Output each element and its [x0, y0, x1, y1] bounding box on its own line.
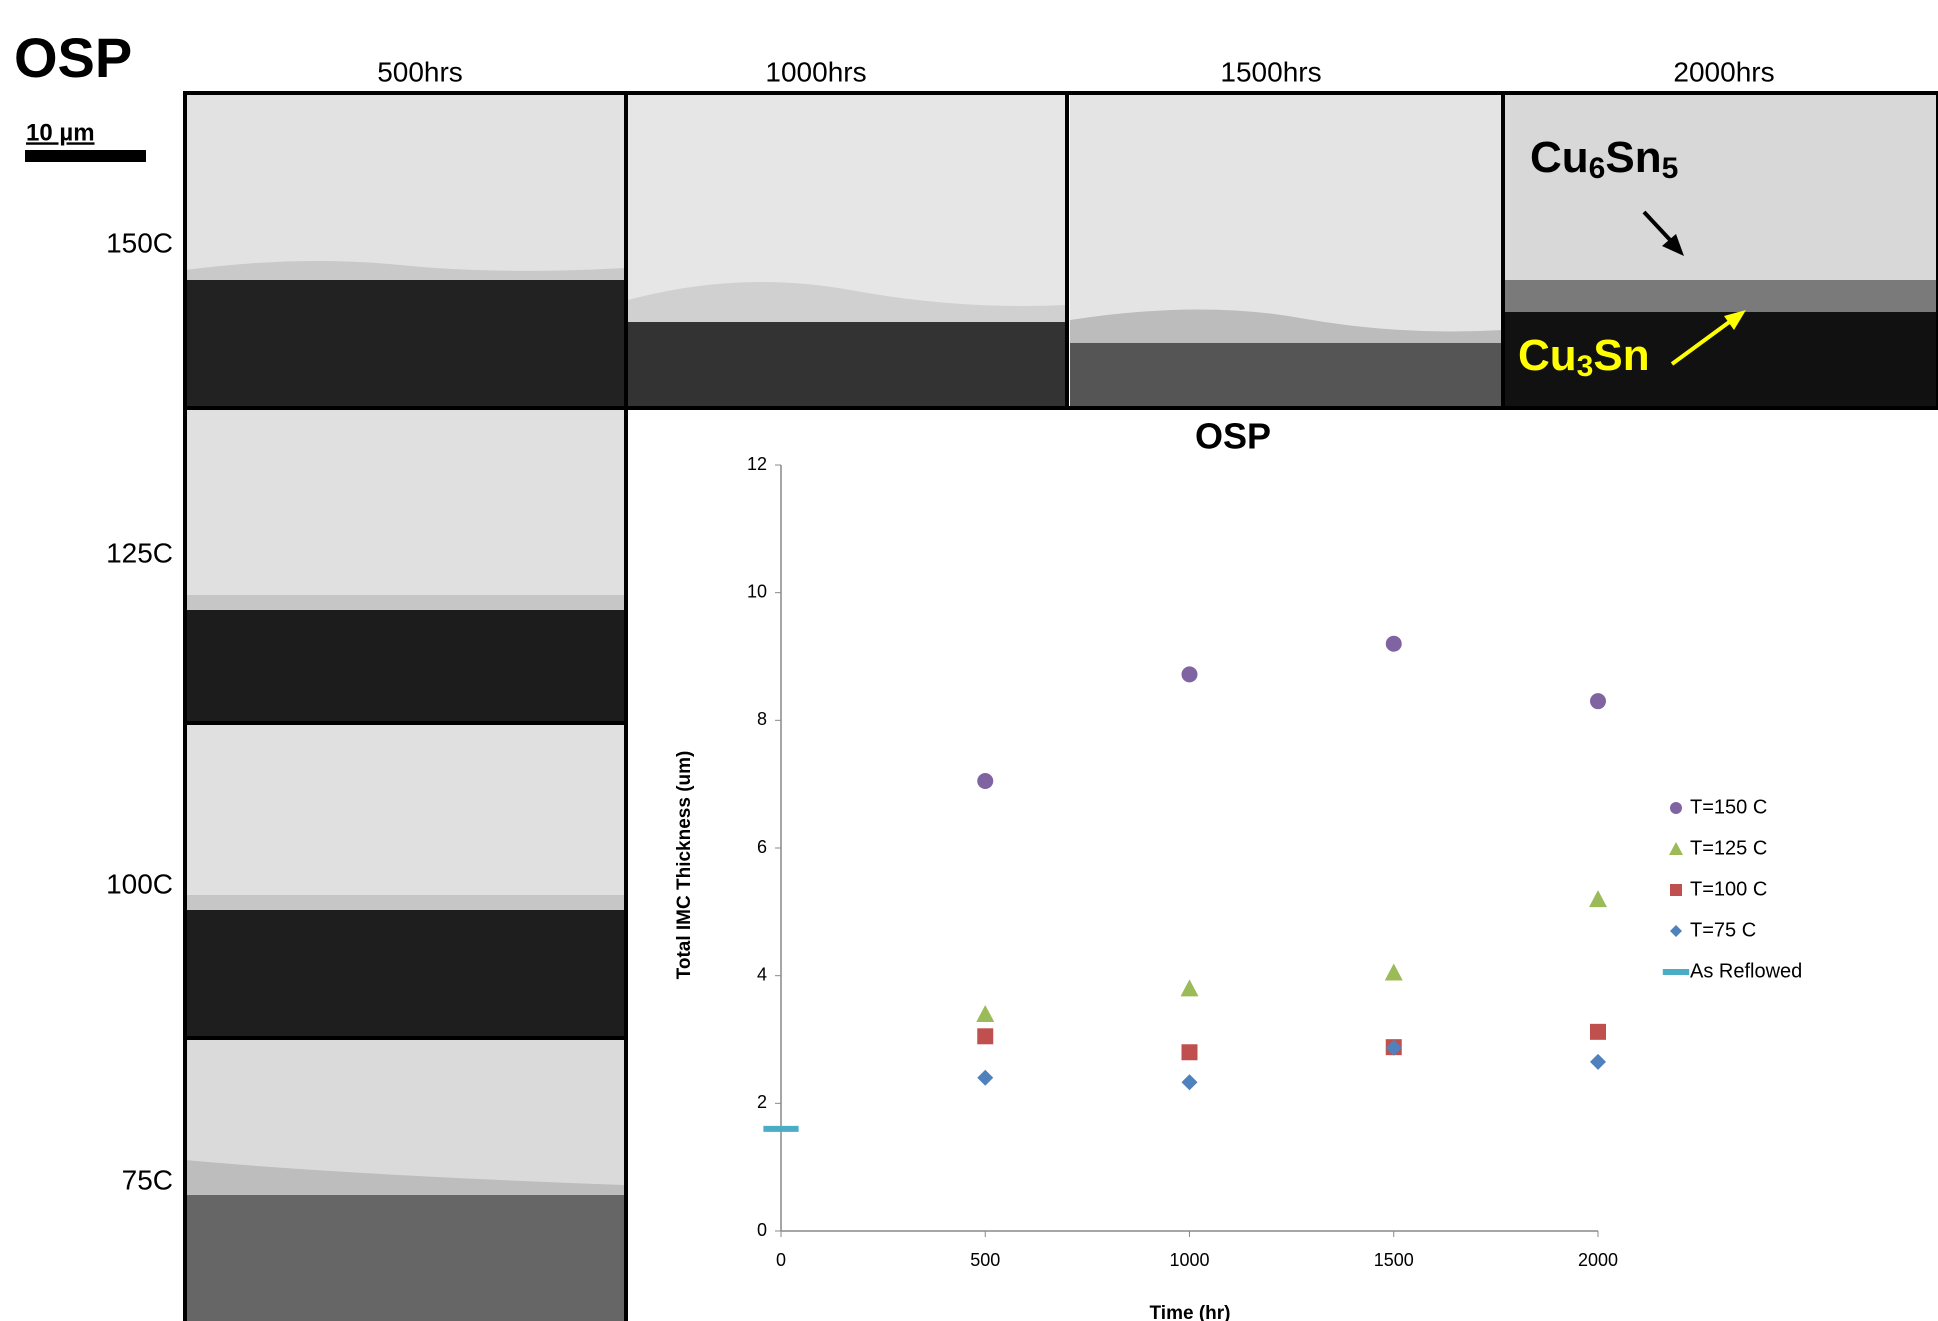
legend-marker [1670, 925, 1682, 937]
imc-layer [628, 282, 1065, 325]
annotation-text: Cu [1518, 331, 1577, 380]
panel-frame [183, 91, 1938, 410]
x-axis-title: Time (hr) [1150, 1303, 1231, 1321]
point [1590, 1023, 1606, 1040]
subscript: 3 [1577, 350, 1594, 383]
point [976, 1004, 995, 1022]
y-tick-label: 10 [747, 581, 767, 601]
copper [185, 1195, 624, 1321]
point [1589, 890, 1607, 908]
point [1590, 693, 1606, 710]
imc-layer [185, 1160, 624, 1200]
legend-marker [1670, 884, 1682, 896]
point [1181, 666, 1198, 683]
x-tick-label: 2000 [1578, 1250, 1618, 1270]
x-tick-label: 500 [970, 1250, 1000, 1270]
point [977, 1028, 994, 1045]
x-tick-label: 0 [776, 1250, 786, 1270]
legend-label: T=125 C [1690, 837, 1767, 859]
imc-layer [1070, 309, 1502, 345]
y-axis-title: Total IMC Thickness (um) [674, 751, 695, 980]
arrowhead [1724, 310, 1746, 330]
annotation: Cu6Sn5 [1530, 133, 1678, 185]
legend-marker [1670, 802, 1682, 814]
arrow [1642, 210, 1674, 244]
legend-marker [1662, 969, 1690, 975]
point [1181, 1074, 1198, 1091]
imc-layer [185, 595, 624, 612]
copper [185, 280, 624, 408]
point [1384, 963, 1403, 981]
point [977, 772, 994, 789]
x-tick-label: 1500 [1374, 1250, 1414, 1270]
subscript: 5 [1662, 152, 1679, 185]
point [763, 1125, 799, 1132]
y-tick-label: 4 [757, 964, 767, 984]
chart-title: OSP [1195, 416, 1271, 457]
imc-layer [185, 261, 624, 283]
figure-title: OSP [14, 26, 132, 89]
scale-bar-label: 10 µm [26, 119, 95, 146]
point [977, 1069, 994, 1086]
x-tick-label: 1000 [1169, 1250, 1209, 1270]
legend-label: T=100 C [1690, 878, 1767, 900]
row-label: 100C [106, 868, 173, 899]
arrow [1670, 318, 1734, 366]
copper [628, 322, 1065, 408]
legend-label: T=150 C [1690, 796, 1767, 818]
annotation: Cu3Sn [1518, 331, 1650, 383]
legend-label: As Reflowed [1690, 960, 1802, 982]
subscript: 6 [1589, 152, 1606, 185]
legend-label: T=75 C [1690, 919, 1756, 941]
point [1385, 635, 1402, 652]
copper [185, 910, 624, 1038]
annotation-text: Cu [1530, 133, 1589, 182]
y-tick-label: 8 [757, 709, 767, 729]
row-label: 150C [106, 227, 173, 258]
column-label: 1500hrs [1220, 56, 1321, 87]
copper [185, 610, 624, 723]
point [1181, 1044, 1198, 1061]
y-tick-label: 0 [757, 1220, 767, 1240]
column-label: 2000hrs [1673, 56, 1774, 87]
column-label: 500hrs [377, 56, 463, 87]
row-label: 125C [106, 537, 173, 568]
y-tick-label: 2 [757, 1092, 767, 1112]
column-label: 1000hrs [765, 56, 866, 87]
scale-bar [25, 150, 146, 162]
point [1590, 1053, 1606, 1070]
point [1385, 1039, 1402, 1056]
annotation-text: Sn [1593, 331, 1649, 380]
y-tick-label: 12 [747, 454, 767, 474]
y-tick-label: 6 [757, 837, 767, 857]
imc-layer [1505, 280, 1938, 315]
annotation-text: Sn [1605, 133, 1661, 182]
imc-layer [185, 895, 624, 912]
micrographs [183, 91, 1938, 1321]
arrowhead [1662, 234, 1684, 256]
legend-marker [1669, 842, 1683, 855]
copper [1070, 343, 1502, 408]
row-label: 75C [122, 1164, 173, 1195]
point [1180, 979, 1199, 997]
panel-frame [183, 406, 628, 1321]
